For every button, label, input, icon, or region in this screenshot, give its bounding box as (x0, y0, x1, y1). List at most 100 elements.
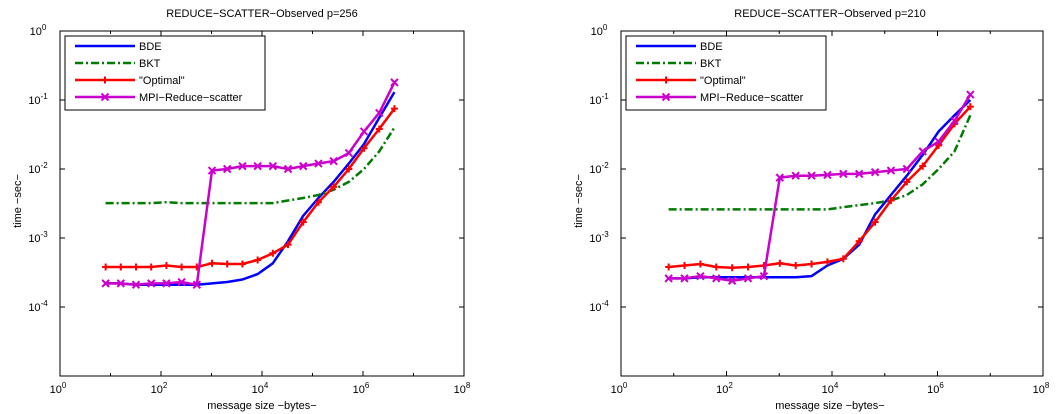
data-point (283, 164, 293, 174)
x-tick-label: 108 (454, 381, 471, 396)
y-tick-label: 10-4 (589, 299, 609, 314)
x-tick-label: 100 (611, 381, 628, 396)
data-point (681, 261, 689, 269)
data-point (238, 161, 247, 171)
data-point (776, 259, 784, 267)
data-point (117, 263, 125, 271)
x-tick-label: 106 (927, 381, 944, 396)
data-point (329, 156, 338, 166)
data-point (314, 159, 323, 168)
data-point (345, 165, 353, 173)
legend-label: BDE (700, 41, 723, 53)
data-point (870, 167, 880, 177)
x-axis-label: message size −bytes− (775, 400, 884, 412)
data-point (823, 258, 831, 266)
data-point (839, 255, 847, 263)
plot-content (664, 90, 975, 285)
data-point (759, 271, 769, 281)
data-point (855, 237, 863, 245)
data-point (696, 260, 704, 268)
legend-label: BDE (139, 41, 162, 53)
axis-ticks: 100 102 104 106 108 10-4 10-3 10-2 10-1 100 (589, 23, 1050, 396)
data-point (207, 166, 217, 175)
data-point (132, 263, 140, 271)
y-tick-label: 10-2 (28, 161, 48, 176)
data-point (390, 105, 398, 113)
data-point (823, 170, 832, 180)
data-point (223, 164, 232, 174)
data-point (269, 249, 277, 257)
data-point (208, 259, 216, 267)
data-point (284, 241, 292, 249)
y-tick-label: 10-1 (589, 92, 609, 107)
plot-content (101, 78, 399, 289)
data-point (902, 164, 912, 174)
data-point (268, 161, 278, 171)
legend: BDE BKT "Optimal" MPI−Reduce−scatter (64, 35, 266, 111)
data-point (116, 279, 126, 288)
x-axis-label: message size −bytes− (207, 400, 316, 412)
data-point (360, 144, 368, 152)
data-point (253, 161, 262, 171)
legend-label: "Optimal" (700, 75, 746, 87)
y-tick-label: 10-2 (589, 161, 609, 176)
data-point (712, 263, 720, 271)
data-point (950, 116, 959, 125)
x-tick-label: 102 (716, 381, 733, 396)
series-line-1 (668, 99, 972, 280)
chart-panel-p256: REDUCE−SCATTER−Observed p=256 message si… (12, 8, 471, 412)
data-point (147, 279, 156, 288)
y-tick-label: 10-4 (28, 299, 48, 314)
data-point (744, 263, 752, 271)
data-point (177, 277, 186, 287)
data-point (712, 274, 721, 283)
data-point (918, 147, 927, 156)
y-tick-label: 10-1 (28, 92, 48, 107)
data-point (314, 198, 322, 206)
data-point (680, 274, 689, 283)
y-axis-label: time −sec− (12, 174, 24, 228)
data-point (299, 218, 307, 226)
data-point (854, 169, 864, 179)
x-tick-label: 104 (822, 381, 839, 396)
chart-title: REDUCE−SCATTER−Observed p=210 (734, 8, 925, 20)
data-point (330, 183, 338, 191)
legend-label: MPI−Reduce−scatter (139, 92, 243, 104)
legend-label: "Optimal" (139, 75, 185, 87)
data-point (162, 279, 171, 288)
data-point (101, 279, 110, 288)
data-point (791, 171, 800, 180)
y-tick-label: 10-3 (589, 230, 609, 245)
legend-label: BKT (139, 58, 161, 70)
data-point (102, 263, 110, 271)
legend-label: BKT (700, 58, 722, 70)
legend-box (64, 35, 266, 111)
data-point (966, 90, 975, 99)
data-point (903, 178, 911, 186)
legend-marker (662, 76, 670, 84)
data-point (696, 271, 705, 281)
chart-title: REDUCE−SCATTER−Observed p=256 (166, 8, 357, 20)
data-point (665, 263, 673, 271)
data-point (131, 280, 141, 289)
data-point (935, 141, 943, 149)
legend-marker (100, 92, 110, 102)
legend: BDE BKT "Optimal" MPI−Reduce−scatter (625, 35, 827, 111)
data-point (375, 108, 384, 118)
data-point (254, 256, 262, 264)
chart-panel-p210: REDUCE−SCATTER−Observed p=210 message si… (573, 8, 1050, 412)
x-tick-label: 100 (50, 381, 67, 396)
data-point (390, 78, 399, 87)
data-point (344, 148, 354, 158)
data-point (375, 125, 383, 133)
data-point (147, 263, 155, 271)
data-point (727, 276, 737, 285)
x-tick-label: 104 (252, 381, 269, 396)
data-point (839, 169, 848, 179)
y-tick-label: 10-3 (28, 230, 48, 245)
x-tick-label: 102 (151, 381, 168, 396)
data-point (728, 264, 736, 272)
data-point (871, 218, 879, 226)
data-point (299, 161, 308, 171)
